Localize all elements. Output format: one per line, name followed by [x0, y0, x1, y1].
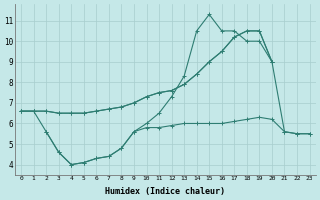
X-axis label: Humidex (Indice chaleur): Humidex (Indice chaleur) [105, 187, 225, 196]
